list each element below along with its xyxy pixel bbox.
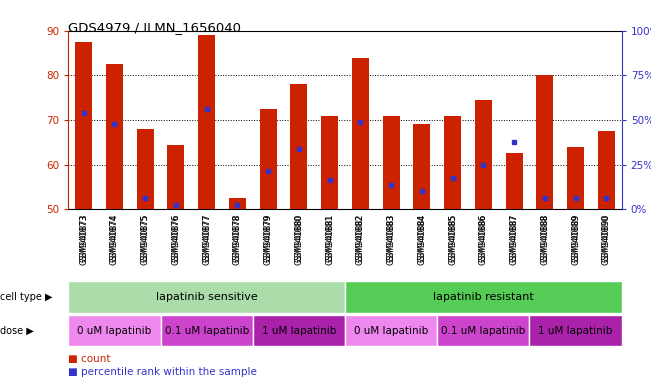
Text: GSM940884: GSM940884: [417, 213, 426, 262]
Text: GSM940887: GSM940887: [510, 213, 519, 262]
Bar: [260, 109, 277, 209]
Text: GSM940890: GSM940890: [602, 215, 611, 265]
Text: 0 uM lapatinib: 0 uM lapatinib: [354, 326, 428, 336]
Text: GSM940882: GSM940882: [356, 215, 365, 265]
Bar: [253, 315, 345, 346]
Bar: [199, 35, 215, 209]
Text: GSM940881: GSM940881: [325, 215, 334, 265]
Text: GSM940888: GSM940888: [540, 213, 549, 262]
Text: dose ▶: dose ▶: [0, 326, 34, 336]
Bar: [321, 116, 338, 209]
Text: GSM940888: GSM940888: [540, 215, 549, 265]
Text: 0.1 uM lapatinib: 0.1 uM lapatinib: [165, 326, 249, 336]
Bar: [413, 124, 430, 209]
Text: GSM940879: GSM940879: [264, 213, 273, 262]
Bar: [68, 315, 161, 346]
Text: GSM940873: GSM940873: [79, 213, 89, 262]
Text: ■ count: ■ count: [68, 354, 111, 364]
Text: GSM940887: GSM940887: [510, 215, 519, 265]
Text: 0.1 uM lapatinib: 0.1 uM lapatinib: [441, 326, 525, 336]
Bar: [536, 75, 553, 209]
Text: GSM940886: GSM940886: [479, 215, 488, 265]
Bar: [567, 147, 584, 209]
Bar: [167, 144, 184, 209]
Bar: [76, 42, 92, 209]
Text: ■ percentile rank within the sample: ■ percentile rank within the sample: [68, 367, 257, 377]
Text: lapatinib resistant: lapatinib resistant: [433, 292, 534, 302]
Bar: [345, 315, 437, 346]
Text: 0 uM lapatinib: 0 uM lapatinib: [77, 326, 152, 336]
Bar: [290, 84, 307, 209]
Text: GSM940880: GSM940880: [294, 215, 303, 265]
Bar: [229, 198, 246, 209]
Bar: [68, 281, 345, 313]
Text: GSM940889: GSM940889: [571, 213, 580, 262]
Bar: [106, 64, 123, 209]
Bar: [437, 315, 529, 346]
Text: GSM940879: GSM940879: [264, 215, 273, 265]
Text: GSM940890: GSM940890: [602, 213, 611, 262]
Bar: [506, 154, 523, 209]
Text: GSM940876: GSM940876: [171, 215, 180, 265]
Text: GSM940875: GSM940875: [141, 213, 150, 262]
Text: GSM940882: GSM940882: [356, 213, 365, 262]
Text: GDS4979 / ILMN_1656040: GDS4979 / ILMN_1656040: [68, 21, 242, 34]
Bar: [598, 131, 615, 209]
Text: GSM940877: GSM940877: [202, 215, 211, 265]
Text: 1 uM lapatinib: 1 uM lapatinib: [262, 326, 336, 336]
Text: GSM940883: GSM940883: [387, 215, 396, 265]
Text: GSM940875: GSM940875: [141, 215, 150, 265]
Text: GSM940885: GSM940885: [448, 215, 457, 265]
Text: GSM940874: GSM940874: [110, 215, 119, 265]
Text: GSM940878: GSM940878: [233, 213, 242, 262]
Bar: [444, 116, 461, 209]
Text: GSM940881: GSM940881: [325, 213, 334, 262]
Bar: [345, 281, 622, 313]
Bar: [383, 116, 400, 209]
Text: 1 uM lapatinib: 1 uM lapatinib: [538, 326, 613, 336]
Bar: [529, 315, 622, 346]
Text: lapatinib sensitive: lapatinib sensitive: [156, 292, 258, 302]
Bar: [137, 129, 154, 209]
Text: GSM940880: GSM940880: [294, 213, 303, 262]
Text: GSM940889: GSM940889: [571, 215, 580, 265]
Text: GSM940886: GSM940886: [479, 213, 488, 262]
Text: GSM940878: GSM940878: [233, 215, 242, 265]
Bar: [352, 58, 369, 209]
Text: GSM940876: GSM940876: [171, 213, 180, 262]
Text: cell type ▶: cell type ▶: [0, 292, 53, 302]
Text: GSM940873: GSM940873: [79, 215, 89, 265]
Bar: [475, 100, 492, 209]
Bar: [161, 315, 253, 346]
Text: GSM940885: GSM940885: [448, 213, 457, 262]
Text: GSM940883: GSM940883: [387, 213, 396, 262]
Text: GSM940877: GSM940877: [202, 213, 211, 262]
Text: GSM940884: GSM940884: [417, 215, 426, 265]
Text: GSM940874: GSM940874: [110, 213, 119, 262]
